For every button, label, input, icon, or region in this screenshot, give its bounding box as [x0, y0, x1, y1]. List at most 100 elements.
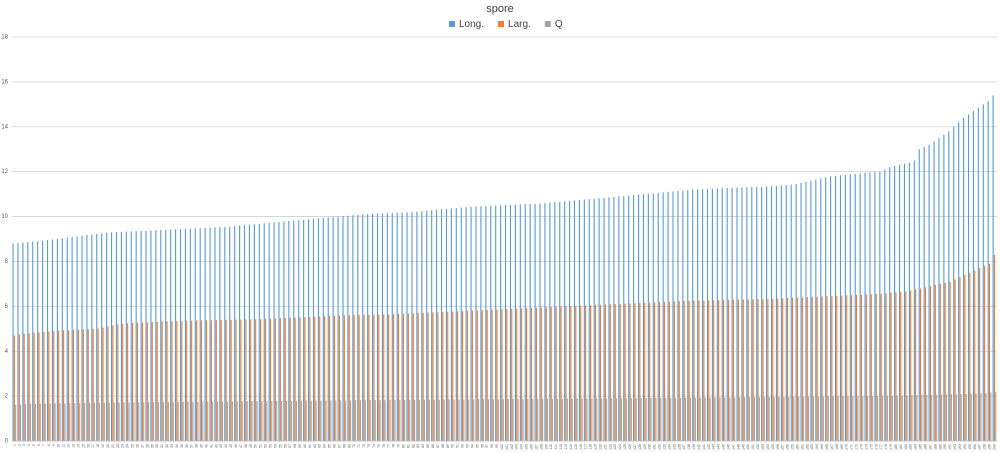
- bar: [820, 178, 822, 441]
- bar: [481, 310, 483, 441]
- legend-label: Q: [555, 19, 563, 30]
- bar: [903, 163, 906, 442]
- x-tick-label: 193: [958, 444, 962, 450]
- x-tick-label: 101: [505, 444, 509, 450]
- bar: [120, 231, 122, 441]
- bar: [644, 302, 646, 441]
- bar: [711, 188, 713, 441]
- bar: [729, 397, 731, 441]
- bar: [785, 185, 787, 441]
- bar: [165, 229, 167, 441]
- x-tick-label: 63: [318, 444, 322, 448]
- bar: [748, 397, 751, 441]
- bar: [353, 315, 355, 441]
- bar: [699, 397, 701, 441]
- bar: [263, 223, 265, 441]
- x-tick-label: 38: [195, 444, 199, 448]
- x-tick-label: 32: [165, 444, 169, 448]
- x-tick-label: 35: [180, 444, 184, 448]
- bar: [148, 402, 150, 441]
- x-tick-label: 75: [377, 444, 381, 448]
- x-tick-label: 141: [702, 444, 706, 450]
- x-tick-label: 90: [451, 444, 455, 448]
- x-tick-label: 83: [416, 444, 420, 448]
- bar: [739, 397, 741, 441]
- bar: [967, 114, 970, 441]
- x-tick-label: 109: [544, 444, 548, 450]
- legend-swatch: [544, 21, 551, 27]
- bar: [414, 399, 416, 441]
- bar: [500, 205, 502, 441]
- bar: [575, 305, 577, 441]
- bar: [911, 395, 913, 441]
- bar: [677, 190, 679, 441]
- bar: [314, 316, 316, 441]
- bar: [639, 302, 641, 441]
- x-tick-label: 197: [978, 444, 982, 450]
- bar: [352, 215, 354, 441]
- bar: [987, 100, 989, 441]
- bar: [320, 400, 322, 441]
- x-tick-label: 16: [86, 444, 90, 448]
- x-tick-label: 60: [303, 444, 307, 448]
- bar: [177, 401, 179, 441]
- x-tick-label: 67: [337, 444, 341, 448]
- bar: [458, 399, 460, 441]
- bar: [348, 315, 350, 441]
- bar: [482, 399, 485, 441]
- x-tick-label: 165: [820, 444, 824, 450]
- bar: [599, 304, 601, 441]
- bar: [170, 229, 172, 441]
- bar: [926, 394, 928, 441]
- bar: [401, 212, 403, 441]
- x-tick-label: 85: [426, 444, 430, 448]
- bar: [542, 398, 544, 441]
- bar: [274, 318, 276, 441]
- bar: [613, 196, 615, 441]
- bar: [855, 294, 858, 441]
- bar: [963, 117, 965, 442]
- bar: [497, 399, 499, 441]
- x-tick-label: 26: [136, 444, 140, 448]
- bar: [588, 199, 590, 441]
- legend-label: Long.: [459, 19, 484, 30]
- bar: [628, 195, 630, 441]
- bar: [598, 198, 600, 441]
- x-tick-label: 73: [367, 444, 371, 448]
- x-tick-label: 74: [372, 444, 376, 448]
- bar: [841, 295, 843, 441]
- bar: [440, 209, 443, 441]
- bar: [130, 231, 132, 441]
- x-tick-label: 30: [155, 444, 159, 448]
- bar: [736, 187, 738, 441]
- bar: [822, 396, 824, 441]
- bar: [476, 310, 478, 441]
- x-tick-label: 23: [121, 444, 125, 448]
- bar: [18, 334, 20, 441]
- bar: [950, 394, 952, 441]
- bar: [591, 398, 593, 441]
- x-tick-label: 100: [500, 444, 504, 450]
- x-tick-label: 185: [919, 444, 923, 450]
- bar: [304, 317, 306, 441]
- bar: [317, 218, 319, 441]
- bar: [495, 205, 497, 441]
- x-tick-label: 40: [204, 444, 208, 448]
- bar: [93, 402, 96, 441]
- x-tick-label: 8: [47, 444, 51, 446]
- bar: [812, 396, 815, 441]
- bar: [724, 397, 726, 441]
- bar: [726, 188, 728, 441]
- bar: [714, 397, 716, 441]
- bar: [716, 188, 718, 441]
- bar: [417, 313, 419, 441]
- bar: [908, 162, 910, 441]
- bar: [475, 206, 477, 441]
- bar: [806, 297, 808, 441]
- bar: [373, 314, 375, 441]
- bar: [753, 397, 755, 441]
- x-tick-label: 163: [810, 444, 814, 450]
- bar: [901, 395, 903, 441]
- x-tick-label: 44: [224, 444, 228, 448]
